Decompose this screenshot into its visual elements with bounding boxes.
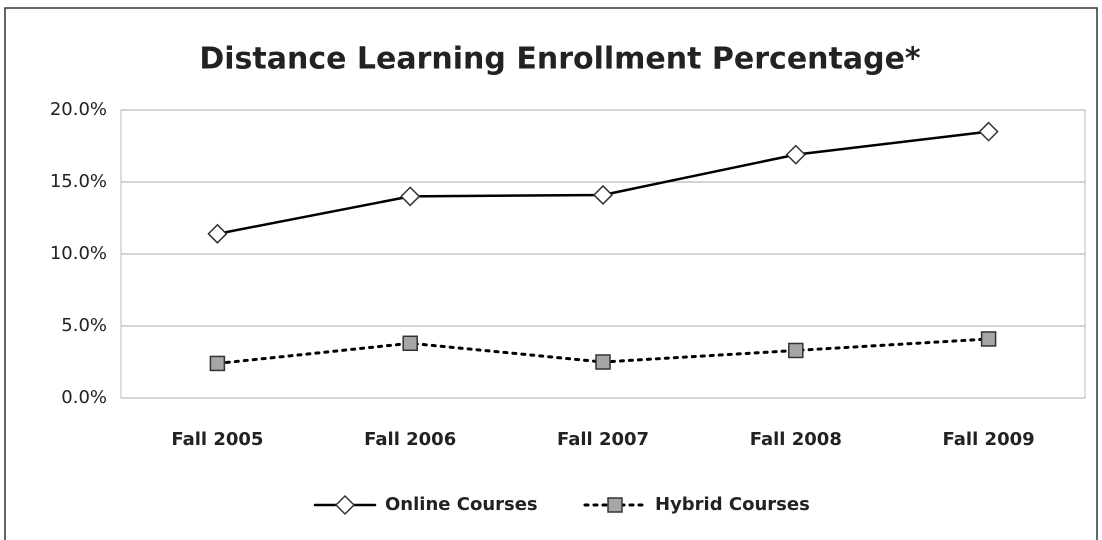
legend-label: Hybrid Courses xyxy=(655,494,810,515)
x-tick-label: Fall 2008 xyxy=(750,429,842,450)
marker xyxy=(980,331,997,347)
x-tick-label: Fall 2007 xyxy=(557,429,649,450)
chart-title: Distance Learning Enrollment Percentage* xyxy=(199,42,921,77)
x-tick-label: Fall 2009 xyxy=(943,429,1035,450)
marker xyxy=(978,121,999,142)
y-tick-label: 15.0% xyxy=(50,171,107,192)
y-tick-label: 0.0% xyxy=(61,387,107,408)
x-tick-label: Fall 2005 xyxy=(171,429,263,450)
marker xyxy=(785,144,806,165)
y-tick-label: 10.0% xyxy=(50,243,107,264)
y-tick-label: 20.0% xyxy=(50,99,107,120)
marker xyxy=(402,335,418,352)
y-tick-label: 5.0% xyxy=(61,315,107,336)
legend-marker xyxy=(334,494,356,516)
marker xyxy=(400,186,421,207)
marker xyxy=(592,184,614,206)
marker xyxy=(595,354,611,370)
x-tick-label: Fall 2006 xyxy=(364,429,456,450)
legend-label: Online Courses xyxy=(385,494,538,515)
marker xyxy=(788,342,804,359)
series-line xyxy=(216,130,990,236)
chart-frame xyxy=(4,7,1098,540)
marker xyxy=(207,223,228,244)
marker xyxy=(209,355,226,372)
legend-marker xyxy=(607,497,623,513)
